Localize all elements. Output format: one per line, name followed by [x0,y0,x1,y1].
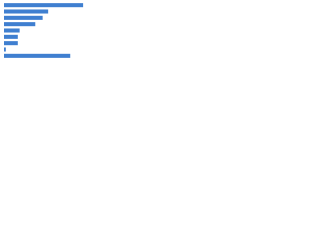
page: (() => { const data = JSON.parse(documen… [0,0,100,71]
bar [4,28,20,33]
chart [0,0,100,71]
bar [4,47,6,52]
bar [4,3,84,8]
bar [4,22,36,27]
bar [4,9,49,14]
bar [4,34,18,39]
bar [4,53,71,58]
bar [4,15,43,20]
bar-group [4,3,84,58]
bar [4,41,18,46]
